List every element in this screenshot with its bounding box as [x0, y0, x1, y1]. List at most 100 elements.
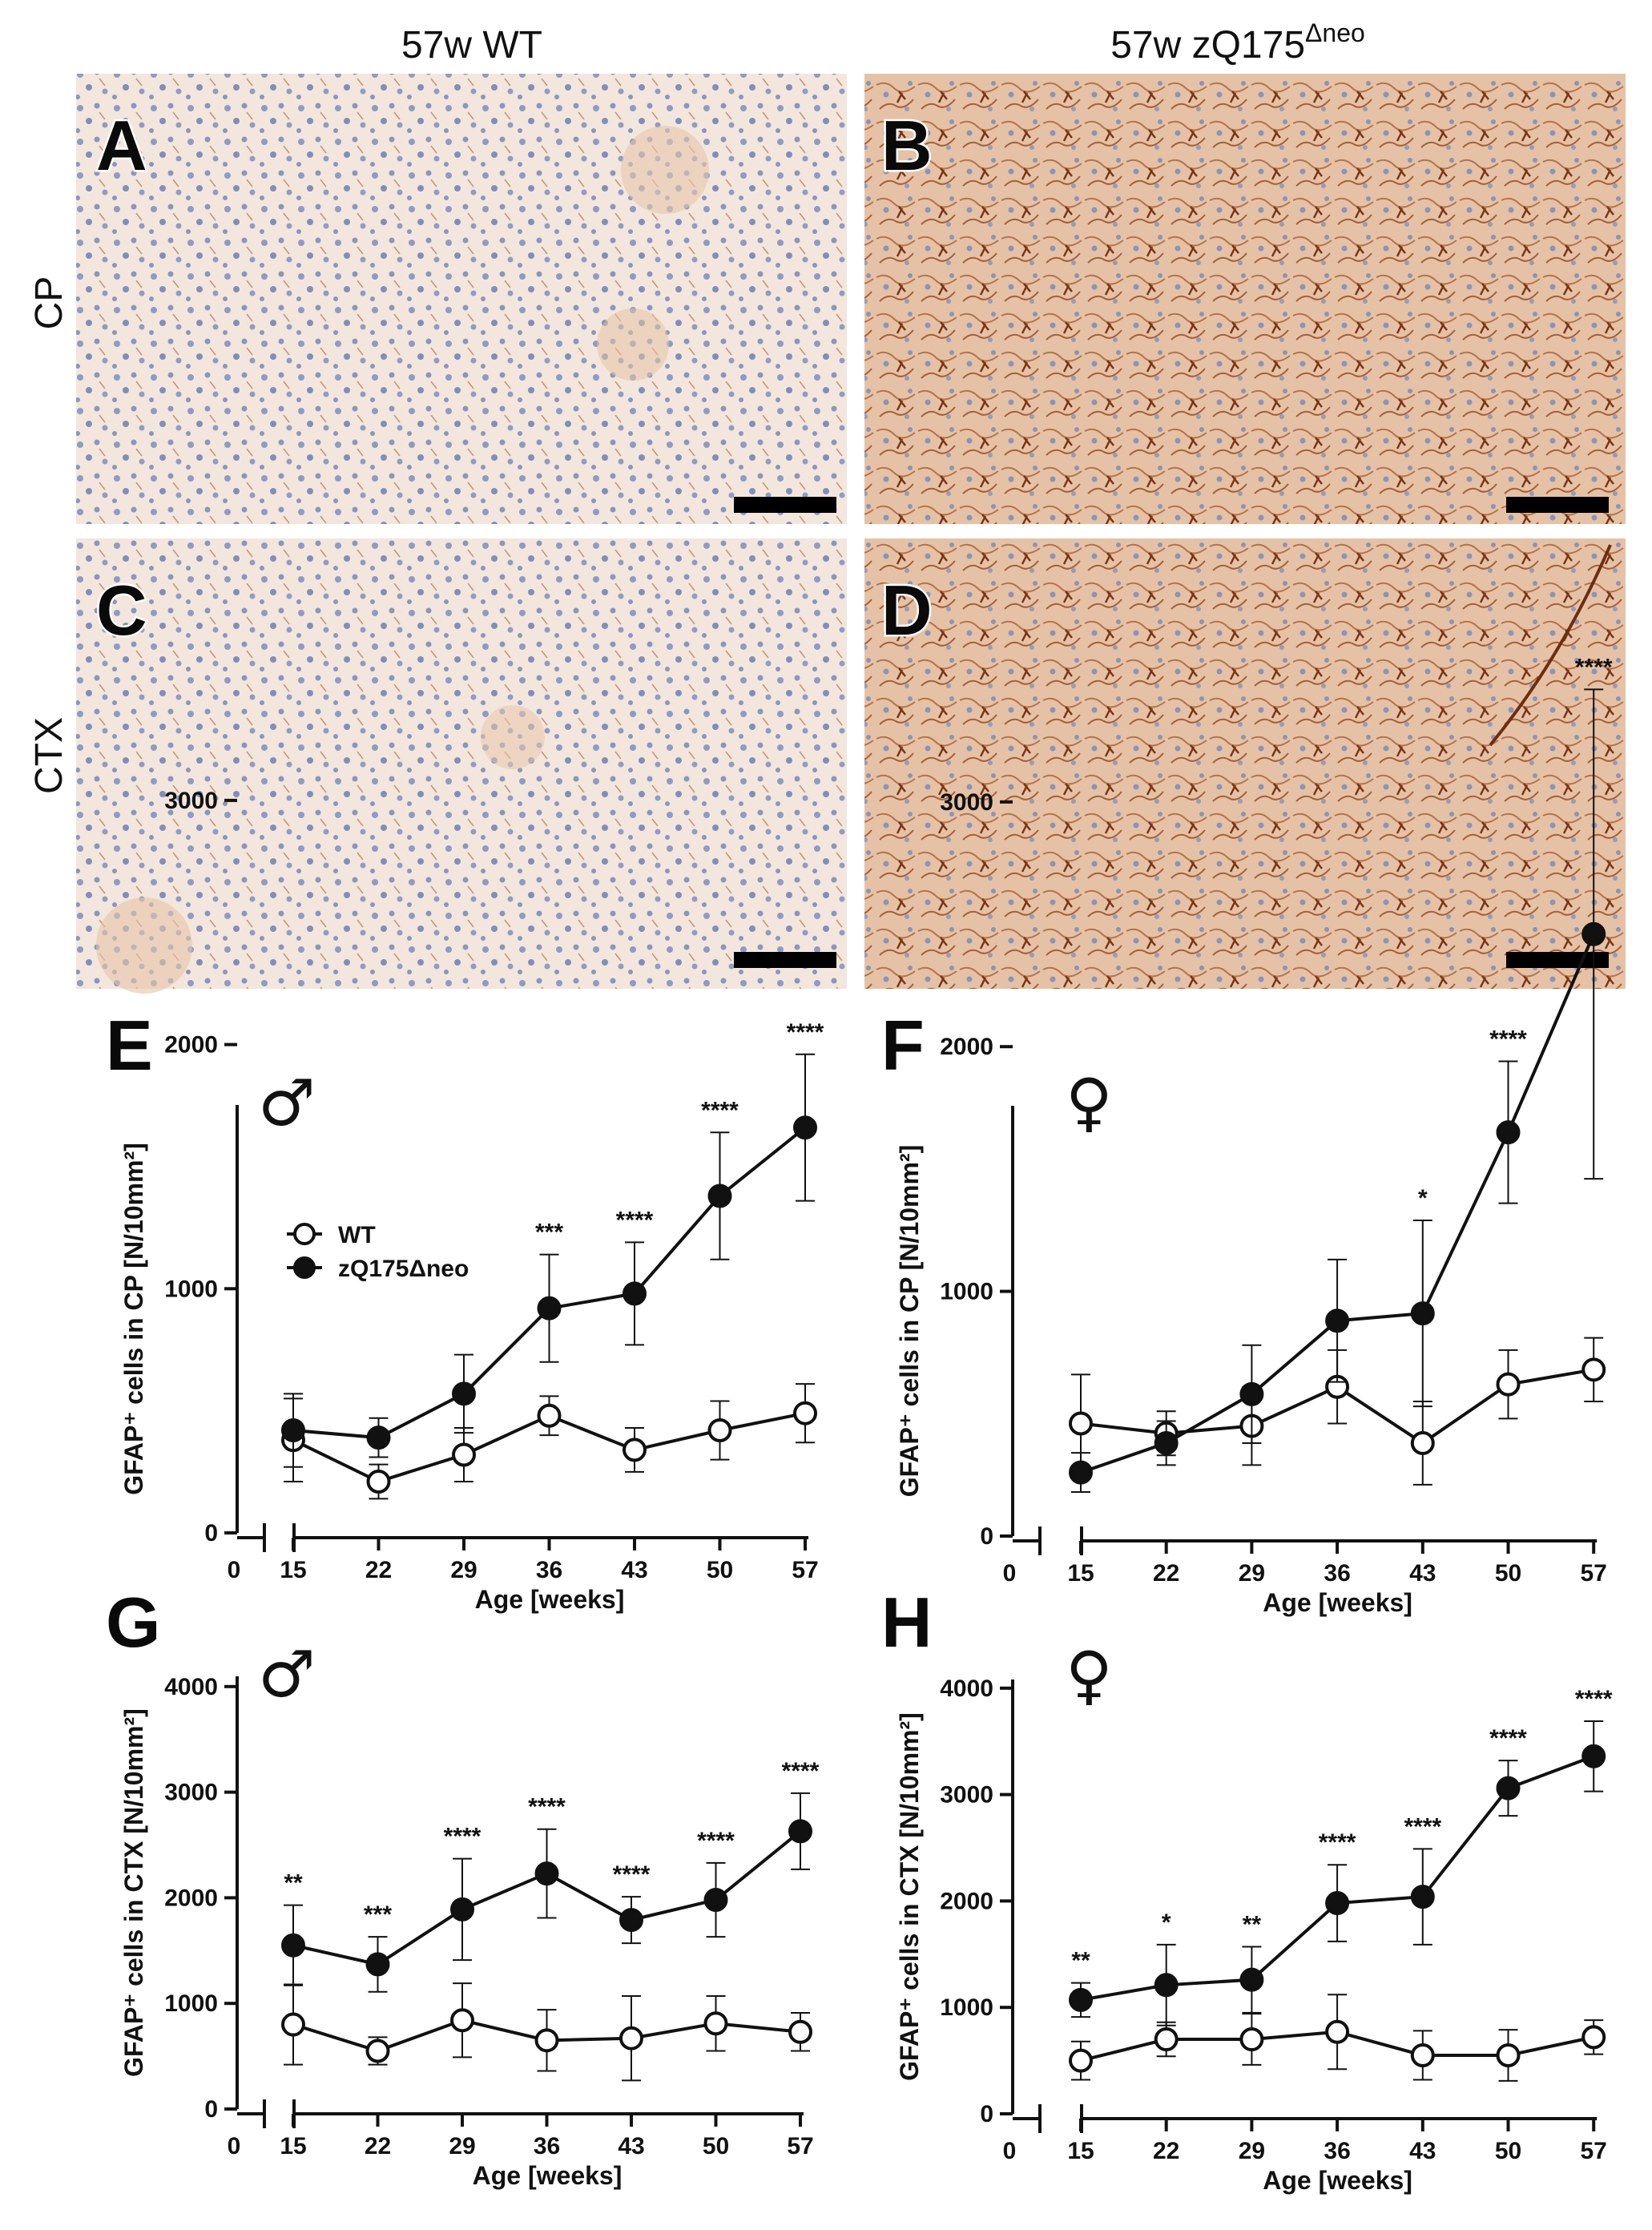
x-tick-label: 22 [365, 1557, 392, 1583]
x-tick-label: 43 [621, 1557, 647, 1583]
panel-label-e: E [106, 1006, 153, 1085]
y-tick-label: 3000 [940, 1782, 993, 1809]
data-point-wt [1410, 2042, 1435, 2067]
data-point-zq175 [1410, 1301, 1435, 1326]
micrograph-panel-d: D [864, 538, 1626, 989]
significance-label: * [1418, 1185, 1428, 1212]
data-point-zq175 [1239, 1381, 1264, 1406]
data-point-wt [1496, 2042, 1521, 2067]
x-tick-label-zero: 0 [228, 1557, 241, 1583]
panel-label-c: C [96, 571, 147, 650]
x-axis-label: Age [weeks] [1263, 2166, 1412, 2195]
significance-label: **** [613, 1861, 651, 1888]
data-point-zq175 [703, 1888, 728, 1913]
data-point-wt [1154, 2027, 1179, 2052]
data-point-zq175 [452, 1381, 476, 1406]
chart-panel-h: H ♀ 0 1000 2000 3000 4000 GFAP⁺ cells in CTX [N… [881, 1583, 1613, 2195]
legend-label-zq175: zQ175Δneo [338, 1256, 469, 1282]
x-tick-label: 22 [365, 2133, 391, 2159]
data-point-zq175 [1154, 1430, 1179, 1455]
x-tick-label: 50 [703, 2133, 729, 2159]
data-point-zq175 [281, 1418, 305, 1443]
x-tick-label: 15 [1067, 2138, 1094, 2164]
data-point-zq175 [534, 1861, 559, 1886]
legend-label-wt: WT [338, 1222, 376, 1248]
x-tick-label: 29 [450, 1557, 477, 1583]
significance-label: **** [1575, 654, 1613, 680]
x-tick-label: 57 [792, 1557, 818, 1583]
column-header-wt: 57w WT [401, 24, 542, 67]
x-tick-label: 29 [449, 2133, 475, 2159]
data-point-zq175 [281, 1933, 305, 1958]
micrograph-panel-b: B [864, 74, 1626, 524]
scale-bar [734, 952, 836, 968]
y-tick-label: 3000 [940, 789, 993, 816]
x-tick-label: 15 [280, 2133, 306, 2159]
data-point-wt [1069, 1411, 1093, 1436]
female-symbol-icon: ♀ [1066, 1638, 1113, 1712]
x-tick-label: 36 [534, 2133, 560, 2159]
male-symbol-icon: ♂ [258, 1066, 316, 1140]
panel-label-b: B [881, 106, 933, 185]
significance-label: **** [616, 1207, 654, 1233]
y-axis-label: GFAP⁺ cells in CTX [N/10mm²] [895, 1712, 924, 2081]
panel-label-g: G [106, 1583, 160, 1662]
significance-label: **** [787, 1019, 824, 1046]
data-point-zq175 [1154, 1973, 1179, 1998]
column-header-zq175-superscript: Δneo [1305, 18, 1365, 47]
y-tick-label: 0 [204, 1520, 218, 1546]
x-tick-label: 43 [1409, 2138, 1436, 2164]
data-point-zq175 [1325, 1891, 1350, 1916]
panel-label-f: F [881, 1006, 925, 1085]
x-tick-label: 57 [787, 2133, 813, 2159]
micrograph-panel-a: A [76, 74, 847, 524]
x-tick-label: 50 [1495, 2138, 1521, 2164]
panel-label-a: A [96, 106, 147, 185]
x-axis-label: Age [weeks] [473, 2161, 623, 2190]
x-tick-label: 29 [1239, 1560, 1265, 1587]
y-axis-label: GFAP⁺ cells in CTX [N/10mm²] [119, 1708, 148, 2077]
x-tick-label: 36 [1324, 2138, 1350, 2164]
x-tick-label: 15 [1067, 1560, 1094, 1587]
data-point-wt [623, 1438, 647, 1462]
data-point-wt [707, 1418, 732, 1443]
y-tick-label: 3000 [164, 1780, 218, 1806]
x-tick-label: 50 [707, 1557, 733, 1583]
data-point-zq175 [366, 1426, 391, 1450]
significance-label: **** [701, 1097, 739, 1123]
data-point-wt [1410, 1430, 1435, 1455]
x-tick-label: 43 [618, 2133, 644, 2159]
data-point-wt [1581, 2025, 1606, 2050]
female-symbol-icon: ♀ [1066, 1065, 1113, 1139]
chart-panel-f: F ♀ 0 1000 2000 3000 GFAP⁺ cells in CP [N/10mm… [881, 654, 1613, 1617]
y-tick-label: 2000 [940, 1034, 993, 1060]
x-tick-label: 43 [1409, 1560, 1436, 1587]
data-point-wt [1581, 1357, 1606, 1382]
data-point-zq175 [1325, 1309, 1350, 1333]
y-tick-label: 1000 [164, 1276, 218, 1302]
y-tick-label: 1000 [940, 1279, 993, 1305]
data-point-zq175 [619, 1908, 643, 1933]
y-tick-label: 2000 [164, 1032, 218, 1059]
data-point-wt [534, 2028, 559, 2053]
panel-label-h: H [881, 1583, 933, 1662]
data-point-zq175 [793, 1115, 817, 1140]
y-tick-label: 4000 [940, 1676, 993, 1702]
data-point-zq175 [1496, 1120, 1521, 1145]
x-tick-label: 36 [536, 1557, 562, 1583]
y-axis-label: GFAP⁺ cells in CP [N/10mm²] [119, 1143, 148, 1495]
data-point-wt [452, 1442, 476, 1467]
chart-panel-e: E ♂ 0 1000 2000 3000 GFAP⁺ cells in CP [N/10mm… [106, 788, 824, 1614]
x-tick-label: 22 [1153, 1560, 1179, 1587]
significance-label: **** [697, 1828, 735, 1854]
data-point-zq175 [788, 1819, 812, 1844]
y-tick-label: 1000 [164, 1990, 218, 2017]
y-tick-label: 0 [980, 2101, 993, 2127]
significance-label: **** [1319, 1829, 1356, 1856]
data-point-zq175 [1496, 1776, 1521, 1801]
data-point-wt [366, 1470, 391, 1494]
data-point-wt [365, 2038, 390, 2063]
panel-label-d: D [881, 571, 933, 650]
significance-label: **** [444, 1824, 481, 1850]
x-tick-label: 22 [1153, 2138, 1179, 2164]
